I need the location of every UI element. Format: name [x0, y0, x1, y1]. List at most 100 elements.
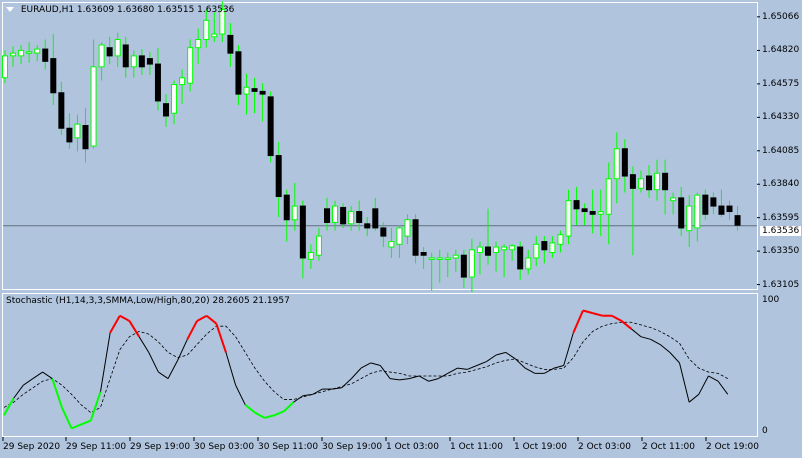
- candle-bull: [2, 55, 8, 79]
- candle-bear: [573, 200, 580, 210]
- candle-bear: [718, 205, 725, 215]
- main-line-segment: [669, 352, 680, 364]
- candle-bear: [726, 205, 733, 213]
- price-tick-label: 1.63595: [762, 212, 800, 223]
- main-line-segment: [109, 315, 121, 334]
- candle-bear: [485, 246, 491, 256]
- price-tick-label: 1.64330: [762, 112, 800, 123]
- candle-bull: [468, 249, 475, 278]
- candle-bear: [275, 155, 282, 198]
- time-tick-label: 30 Sep 03:00: [194, 442, 255, 452]
- candle-bull: [10, 52, 17, 57]
- candle-bear: [259, 90, 266, 95]
- candle-bear: [412, 219, 419, 256]
- main-line-segment: [264, 414, 275, 419]
- main-line-segment: [717, 380, 729, 395]
- candle-bull: [332, 205, 339, 223]
- candle-bull: [291, 205, 298, 221]
- candle-bear: [163, 103, 169, 117]
- candle-bear: [58, 92, 65, 129]
- candle-bull: [525, 257, 532, 270]
- candle-bull: [670, 197, 677, 202]
- main-line-segment: [428, 378, 439, 382]
- main-line-segment: [71, 423, 82, 430]
- candle-bull: [195, 39, 202, 49]
- main-line-segment: [640, 336, 651, 340]
- main-line-segment: [572, 310, 584, 334]
- candle-bull: [476, 246, 483, 254]
- candle-bear: [42, 48, 49, 62]
- time-tick-label: 2 Oct 03:00: [578, 442, 631, 452]
- candle-bear: [324, 208, 330, 223]
- main-line-segment: [379, 365, 391, 379]
- candle-bear: [122, 44, 129, 68]
- candle-bull: [428, 257, 435, 260]
- main-line-segment: [13, 384, 24, 399]
- candle-bear: [581, 208, 588, 213]
- time-tick-label: 2 Oct 11:00: [642, 442, 695, 452]
- candle-bull: [171, 84, 178, 114]
- candle-bear: [82, 125, 89, 150]
- candle-bull: [130, 55, 137, 68]
- candle-bull: [187, 47, 194, 84]
- main-line-segment: [138, 336, 150, 353]
- candle-bull: [637, 178, 644, 189]
- candle-bull: [211, 33, 218, 38]
- candle-bear: [267, 96, 274, 157]
- time-tick-label: 29 Sep 11:00: [66, 442, 127, 452]
- candle-bear: [372, 208, 379, 229]
- main-line-segment: [42, 371, 53, 380]
- main-line-segment: [524, 367, 535, 374]
- main-line-segment: [457, 367, 468, 370]
- main-line-segment: [235, 384, 246, 406]
- oscillator-pane[interactable]: [2, 293, 758, 437]
- candle-bull: [654, 172, 661, 191]
- main-line-segment: [177, 339, 188, 361]
- oscillator-tick-label: 100: [762, 295, 780, 305]
- candle-bull: [686, 205, 693, 232]
- main-line-segment: [283, 401, 295, 413]
- main-line-segment: [659, 344, 671, 353]
- candle-bear: [283, 194, 290, 221]
- candle-bull: [557, 234, 564, 245]
- main-line-segment: [360, 362, 371, 369]
- main-line-segment: [399, 378, 410, 381]
- main-line-segment: [293, 395, 304, 403]
- main-line-segment: [244, 404, 256, 414]
- main-line-segment: [186, 320, 198, 340]
- price-tick-label: 1.65066: [762, 11, 800, 22]
- main-line-segment: [389, 378, 400, 381]
- candle-bull: [315, 235, 322, 256]
- current-price-tag: 1.63536: [760, 226, 802, 236]
- candle-bull: [404, 219, 411, 237]
- candle-bull: [203, 19, 210, 40]
- main-line-segment: [303, 393, 313, 397]
- signal-line: [3, 321, 728, 414]
- main-line-segment: [496, 351, 506, 356]
- candle-bear: [356, 211, 363, 223]
- main-line-segment: [370, 362, 381, 366]
- main-line-segment: [100, 332, 111, 392]
- main-line-segment: [582, 309, 593, 315]
- candle-bull: [348, 211, 355, 225]
- main-line-segment: [698, 375, 709, 395]
- candle-bear: [227, 34, 234, 54]
- candle-bull: [444, 257, 451, 260]
- main-line-segment: [51, 378, 63, 408]
- main-line-segment: [447, 367, 458, 374]
- main-line-segment: [418, 375, 429, 382]
- candle-bear: [138, 55, 145, 68]
- main-line-segment: [708, 375, 719, 382]
- candle-bull: [509, 245, 516, 251]
- time-tick-label: 1 Oct 11:00: [450, 442, 503, 452]
- triangle-down-icon[interactable]: [6, 7, 14, 12]
- price-chart-pane[interactable]: [2, 2, 758, 290]
- chart-header: EURAUD,H1 1.63609 1.63680 1.63515 1.6353…: [6, 5, 234, 16]
- main-line-segment: [80, 419, 92, 426]
- candle-bear: [235, 51, 242, 95]
- candle-bull: [307, 252, 314, 260]
- symbol-quote: EURAUD,H1 1.63609 1.63680 1.63515 1.6353…: [20, 5, 235, 15]
- candle-bear: [662, 172, 669, 191]
- price-tick-label: 1.63840: [762, 179, 800, 190]
